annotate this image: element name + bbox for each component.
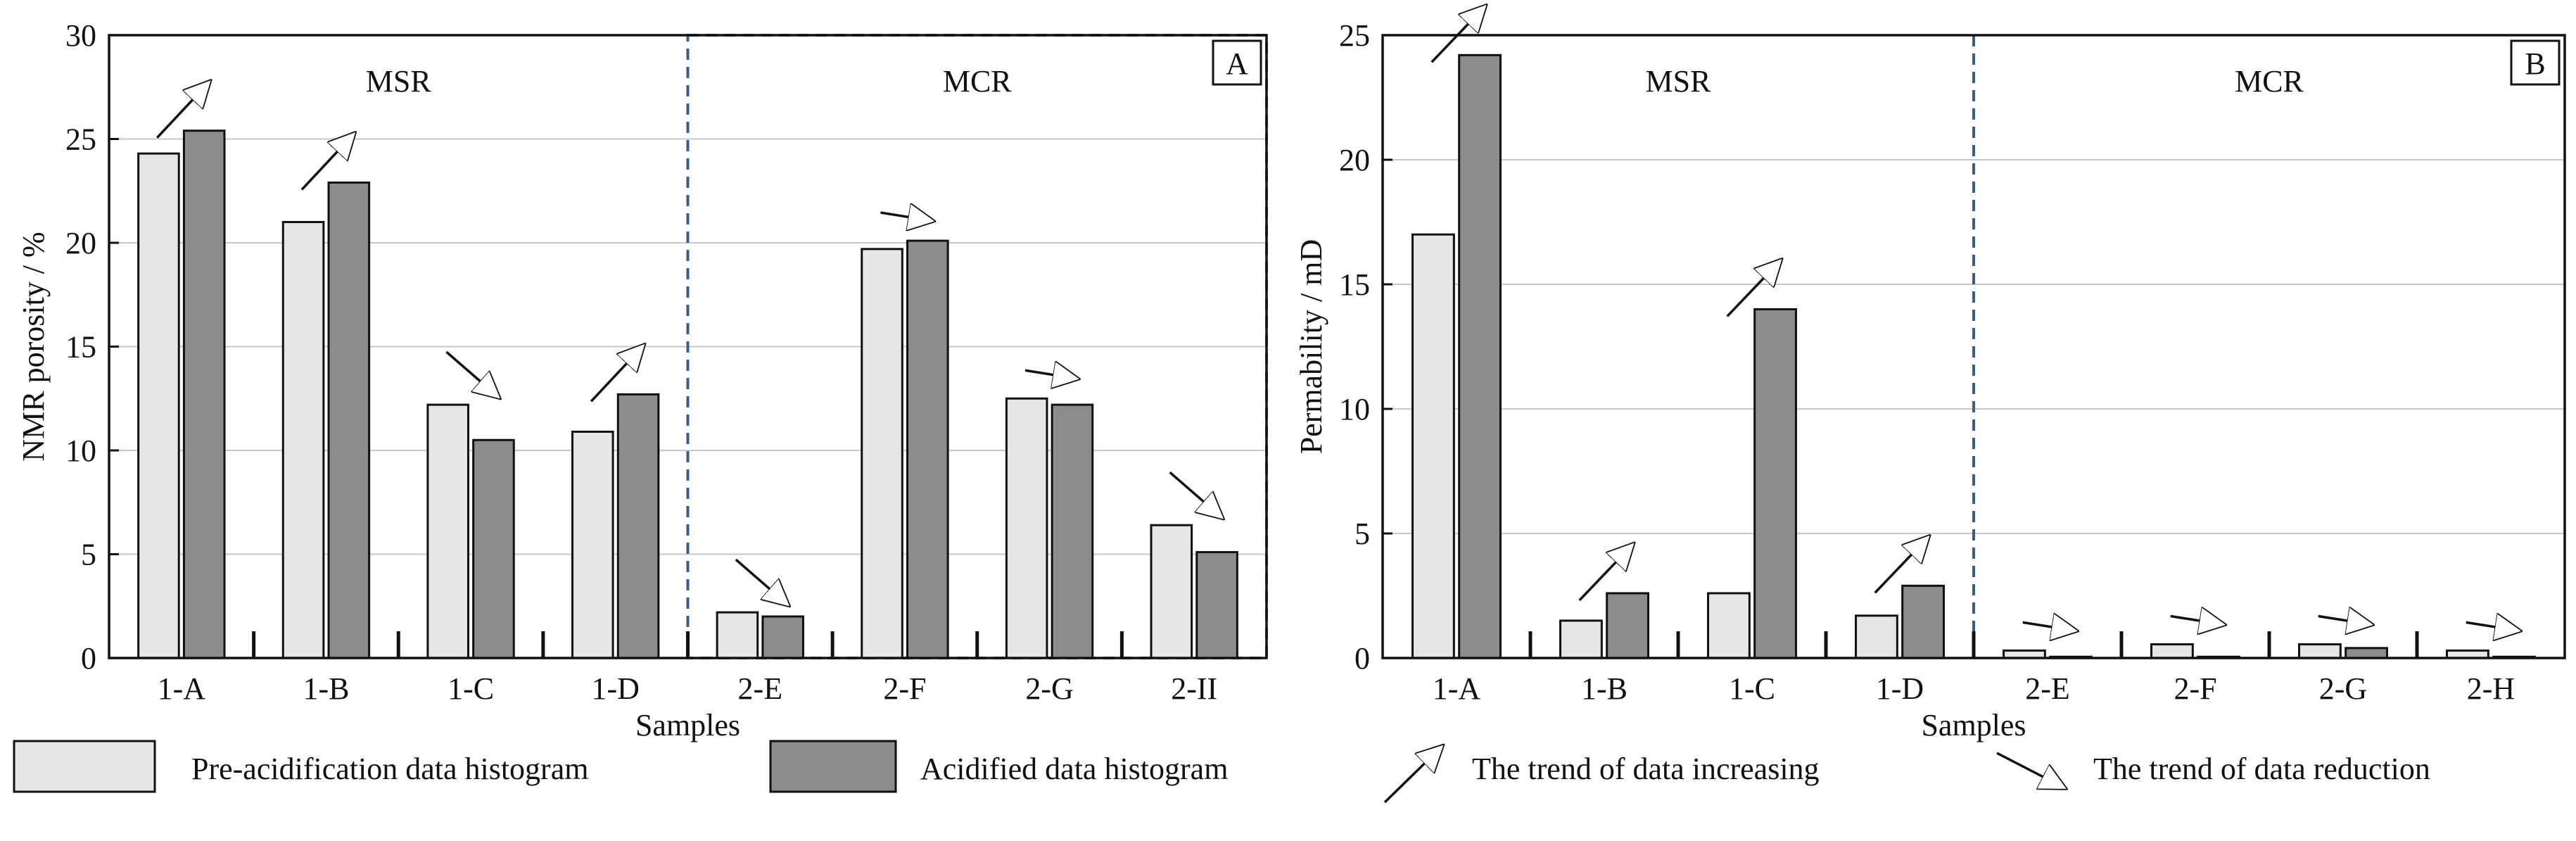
x-tick-label: 1-B bbox=[303, 671, 349, 706]
y-tick-label: 5 bbox=[1354, 517, 1370, 551]
group-label: MCR bbox=[943, 64, 1012, 99]
legend-swatch-acid bbox=[769, 740, 897, 793]
x-tick-label: 1-A bbox=[158, 671, 206, 706]
y-tick-label: 25 bbox=[1339, 18, 1370, 53]
trend-arrow-up bbox=[590, 345, 644, 403]
bar-pre-acidification bbox=[1559, 619, 1603, 659]
x-tick-label: 2-E bbox=[738, 671, 783, 706]
panel-label-box bbox=[1212, 39, 1262, 86]
bar-acidified bbox=[1458, 53, 1502, 659]
x-tick-label: 2-F bbox=[2174, 671, 2216, 706]
legend-arrow-increasing-icon bbox=[1383, 746, 1442, 804]
bar-pre-acidification bbox=[2150, 643, 2194, 659]
x-axis-title: Samples bbox=[635, 708, 740, 742]
x-tick-label: 2-F bbox=[883, 671, 926, 706]
chart-panel-a: MSR MCR 1-A 1-B 1-C 1-D 2-E 2-F 2-G 2-II 0 5 10 15 20 2… bbox=[16, 18, 1268, 742]
legend-label-acid: Acidified data histogram bbox=[920, 752, 1228, 786]
bar-pre-acidification bbox=[1707, 592, 1751, 659]
trend-arrow-up bbox=[1874, 536, 1929, 594]
y-axis-title: Permability / mD bbox=[1294, 239, 1328, 455]
bar-acidified bbox=[1051, 403, 1094, 659]
y-tick-label: 20 bbox=[65, 226, 96, 260]
bar-pre-acidification bbox=[137, 152, 180, 659]
x-tick-label: 2-E bbox=[2025, 671, 2070, 706]
group-label: MCR bbox=[2235, 64, 2304, 99]
trend-arrow-up bbox=[300, 133, 355, 191]
x-tick-label: 1-C bbox=[448, 671, 494, 706]
bar-acidified bbox=[761, 615, 804, 659]
trend-arrow-up bbox=[1578, 544, 1633, 602]
x-tick-label: 1-C bbox=[1729, 671, 1775, 706]
bar-acidified bbox=[1195, 551, 1238, 659]
plot-frame bbox=[1381, 34, 2566, 659]
panel-label-box bbox=[2510, 39, 2561, 86]
bar-acidified bbox=[472, 438, 515, 659]
trend-arrow-flat bbox=[2022, 622, 2076, 631]
trend-arrow-flat bbox=[2170, 616, 2224, 625]
legend-arrow-reduction-icon bbox=[1996, 752, 2065, 788]
x-tick-label: 1-A bbox=[1433, 671, 1481, 706]
bar-pre-acidification bbox=[571, 430, 614, 659]
group-label: MSR bbox=[366, 64, 432, 99]
legend-swatch-pre bbox=[13, 740, 156, 793]
trend-arrow-up bbox=[156, 82, 210, 139]
x-tick-label: 2-II bbox=[1171, 671, 1217, 706]
legend-label-increasing: The trend of data increasing bbox=[1472, 752, 1820, 786]
bar-pre-acidification bbox=[1150, 524, 1193, 659]
x-tick-label: 2-H bbox=[2467, 671, 2515, 706]
y-tick-label: 0 bbox=[81, 641, 96, 676]
y-tick-label: 20 bbox=[1339, 143, 1370, 177]
bar-pre-acidification bbox=[1411, 233, 1455, 659]
bar-acidified bbox=[1753, 308, 1797, 659]
plot-frame bbox=[108, 34, 1268, 659]
x-tick-label: 1-B bbox=[1581, 671, 1628, 706]
y-axis-title: NMR porosity / % bbox=[16, 232, 51, 461]
legend-label-reduction: The trend of data reduction bbox=[2093, 752, 2430, 786]
y-tick-label: 10 bbox=[65, 434, 96, 468]
x-tick-label: 2-G bbox=[2319, 671, 2367, 706]
x-tick-label: 2-G bbox=[1025, 671, 1073, 706]
bar-pre-acidification bbox=[281, 221, 325, 659]
y-tick-label: 5 bbox=[81, 538, 96, 572]
bar-acidified bbox=[1606, 592, 1649, 659]
y-tick-label: 25 bbox=[65, 122, 96, 157]
y-tick-label: 30 bbox=[65, 18, 96, 53]
bar-acidified bbox=[2345, 647, 2388, 659]
bar-pre-acidification bbox=[2298, 643, 2342, 659]
chart-legend: Pre-acidification data histogram Acidifie… bbox=[13, 740, 2430, 804]
trend-arrow-flat bbox=[1024, 370, 1078, 379]
bar-pre-acidification bbox=[861, 248, 903, 659]
bar-acidified bbox=[616, 393, 660, 659]
x-tick-label: 1-D bbox=[1876, 671, 1924, 706]
bar-pre-acidification bbox=[426, 403, 469, 659]
trend-arrow-flat bbox=[2466, 622, 2520, 631]
bar-pre-acidification bbox=[716, 611, 759, 659]
bar-acidified bbox=[1901, 584, 1945, 659]
trend-arrow-down bbox=[445, 350, 500, 398]
y-tick-label: 0 bbox=[1354, 641, 1370, 676]
legend-label-pre: Pre-acidification data histogram bbox=[191, 752, 588, 786]
trend-arrow-flat bbox=[2318, 616, 2372, 625]
panel-label: B bbox=[2525, 46, 2545, 81]
trend-arrow-down bbox=[1169, 471, 1223, 518]
y-tick-label: 10 bbox=[1339, 392, 1370, 426]
y-tick-label: 15 bbox=[65, 330, 96, 365]
chart-panel-b: MSR MCR 1-A 1-B 1-C 1-D 2-E 2-F 2-G 2-H 0 5 10 15 20 25… bbox=[1294, 6, 2566, 742]
x-axis-title: Samples bbox=[1921, 708, 2026, 742]
panel-label: A bbox=[1226, 46, 1248, 81]
bar-acidified bbox=[906, 239, 949, 659]
bar-pre-acidification bbox=[1005, 397, 1048, 659]
trend-arrow-flat bbox=[880, 213, 933, 221]
trend-arrow-down bbox=[735, 558, 789, 605]
bar-acidified bbox=[327, 181, 371, 659]
bar-pre-acidification bbox=[1855, 614, 1898, 659]
trend-arrow-up bbox=[1726, 260, 1781, 317]
bar-acidified bbox=[182, 129, 226, 659]
group-label: MSR bbox=[1646, 64, 1712, 99]
y-tick-label: 15 bbox=[1339, 267, 1370, 302]
x-tick-label: 1-D bbox=[591, 671, 639, 706]
